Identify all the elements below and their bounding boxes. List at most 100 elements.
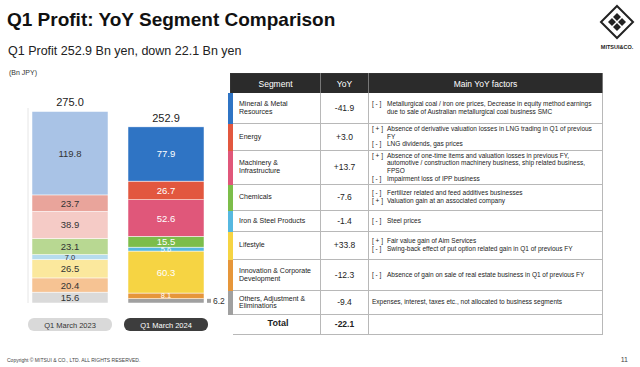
factor-cell: [ + ]Absence of derivative valuation los… (369, 123, 603, 150)
bar-segment (32, 211, 108, 238)
data-label: 52.6 (157, 213, 176, 224)
value-axis (28, 108, 29, 303)
bar-segment (32, 278, 108, 292)
factor-sign: [ + ] (372, 125, 387, 141)
factor-sign: [ - ] (372, 189, 387, 197)
factor-sign: [ - ] (372, 217, 387, 225)
total-label: 252.9 (152, 112, 180, 124)
data-label: 20.4 (61, 280, 80, 291)
table-row: Machinery & Infrastructure+13.7[ + ]Abse… (231, 150, 603, 184)
factor-cell: [ - ]Absence of gain on sale of real est… (369, 259, 603, 290)
table-row: Others, Adjustment & Eliminations-9.4Exp… (231, 290, 603, 314)
column-header: YoY (321, 74, 369, 94)
subtitle: Q1 Profit 252.9 Bn yen, down 22.1 Bn yen (8, 44, 242, 58)
factor-text: Expenses, interest, taxes etc., not allo… (372, 298, 599, 306)
factor-cell: [ - ]Metallurgical coal / iron ore price… (369, 93, 603, 123)
factor-sign: [ + ] (372, 237, 387, 245)
yoy-value: +13.7 (321, 150, 369, 184)
bar-segment (32, 111, 108, 194)
factor-text: Metallurgical coal / iron ore prices, De… (387, 100, 599, 116)
factor-line: Expenses, interest, taxes etc., not allo… (372, 298, 599, 306)
label-swatch (207, 299, 211, 303)
category-box (124, 318, 208, 331)
category-box (28, 318, 112, 331)
data-label: 26.7 (157, 185, 176, 196)
factor-cell: [ - ]Fertilizer related and feed additiv… (369, 184, 603, 210)
logo: MITSUI&CO. (601, 6, 634, 50)
yoy-value: -7.6 (321, 184, 369, 210)
factor-cell: [ + ]Fair value gain of Aim Services[ - … (369, 231, 603, 259)
table-body: Mineral & Metal Resources-41.9[ - ]Metal… (231, 93, 603, 334)
factor-cell: [ + ]Absence of one-time items and valua… (369, 150, 603, 184)
factor-line: [ - ]Fertilizer related and feed additiv… (372, 189, 599, 197)
data-label: 26.5 (61, 263, 80, 274)
table-row: Mineral & Metal Resources-41.9[ - ]Metal… (231, 93, 603, 123)
factor-text: LNG dividends, gas prices (387, 140, 599, 148)
segment-name: Chemicals (231, 184, 321, 210)
data-label: 7.0 (65, 253, 75, 262)
data-label: 38.9 (61, 219, 80, 230)
bar-segment (128, 181, 204, 200)
factor-line: [ - ]Absence of gain on sale of real est… (372, 271, 599, 279)
yoy-value: -1.4 (321, 210, 369, 231)
table-row: Energy+3.0[ + ]Absence of derivative val… (231, 123, 603, 150)
segment-name: Mineral & Metal Resources (231, 93, 321, 123)
factor-line: [ + ]Fair value gain of Aim Services (372, 237, 599, 245)
total-row: Total-22.1 (231, 314, 603, 334)
factor-line: [ - ]LNG dividends, gas prices (372, 140, 599, 148)
factor-sign: [ - ] (372, 175, 387, 183)
table-row: Innovation & Corporate Development-12.3[… (231, 259, 603, 290)
segment-name: Energy (231, 123, 321, 150)
bars (32, 111, 204, 303)
bar-segment (128, 251, 204, 293)
bar-segment (32, 259, 108, 277)
factor-text: Steel prices (387, 217, 599, 225)
axis-unit: (Bn JPY) (9, 69, 37, 77)
bar-segment (128, 236, 204, 247)
title: Q1 Profit: YoY Segment Comparison (7, 9, 335, 30)
category-label: Q1 March 2024 (140, 321, 192, 330)
total-label: 275.0 (56, 96, 84, 108)
data-label: 6.2 (213, 296, 225, 306)
factor-line: [ + ]Valuation gain at an associated com… (372, 197, 599, 205)
bar-segment (128, 200, 204, 237)
segment-name: Innovation & Corporate Development (231, 259, 321, 290)
factor-text: Fertilizer related and feed additives bu… (387, 189, 599, 197)
segment-table: SegmentYoYMain YoY factorsMineral & Meta… (228, 73, 603, 335)
table-row: Lifestyle+33.8[ + ]Fair value gain of Ai… (231, 231, 603, 259)
logo-cross (610, 15, 624, 29)
segment-name: Lifestyle (231, 231, 321, 259)
factor-line: [ - ]Steel prices (372, 217, 599, 225)
data-label: 15.6 (61, 292, 80, 303)
factor-line: [ + ]Absence of derivative valuation los… (372, 125, 599, 141)
factor-text: Swing-back effect of put option related … (387, 245, 599, 253)
factor-text: Impairment loss of IPP business (387, 175, 599, 183)
data-label: 60.3 (157, 267, 176, 278)
bar-segment (32, 292, 108, 303)
table-head: SegmentYoYMain YoY factors (231, 74, 603, 94)
header-row: SegmentYoYMain YoY factors (231, 74, 603, 94)
segment-name: Iron & Steel Products (231, 210, 321, 231)
data-label: 23.7 (61, 198, 80, 209)
bar-segment (128, 127, 204, 181)
logo-inner (608, 13, 626, 31)
factor-line: [ - ]Swing-back effect of put option rel… (372, 245, 599, 253)
table-row: Chemicals-7.6[ - ]Fertilizer related and… (231, 184, 603, 210)
factor-line: [ - ]Impairment loss of IPP business (372, 175, 599, 183)
table-row: Iron & Steel Products-1.4[ - ]Steel pric… (231, 210, 603, 231)
logo-diamond (601, 6, 633, 38)
factor-text: Valuation gain at an associated company (387, 197, 599, 205)
factor-sign: [ - ] (372, 140, 387, 148)
factor-text: Absence of derivative valuation losses i… (387, 125, 599, 141)
column-header: Main YoY factors (369, 74, 603, 94)
factor-line: [ - ]Metallurgical coal / iron ore price… (372, 100, 599, 116)
data-label: 77.9 (157, 148, 176, 159)
factor-cell: [ - ]Steel prices (369, 210, 603, 231)
segment-name: Others, Adjustment & Eliminations (231, 290, 321, 314)
labels: 15.620.426.57.023.138.923.7119.8275.0Q1 … (28, 96, 225, 331)
yoy-value: -41.9 (321, 93, 369, 123)
segment-name: Machinery & Infrastructure (231, 150, 321, 184)
factor-cell: Expenses, interest, taxes etc., not allo… (369, 290, 603, 314)
factor-line: [ + ]Absence of one-time items and valua… (372, 152, 599, 175)
data-label: 119.8 (58, 148, 81, 159)
